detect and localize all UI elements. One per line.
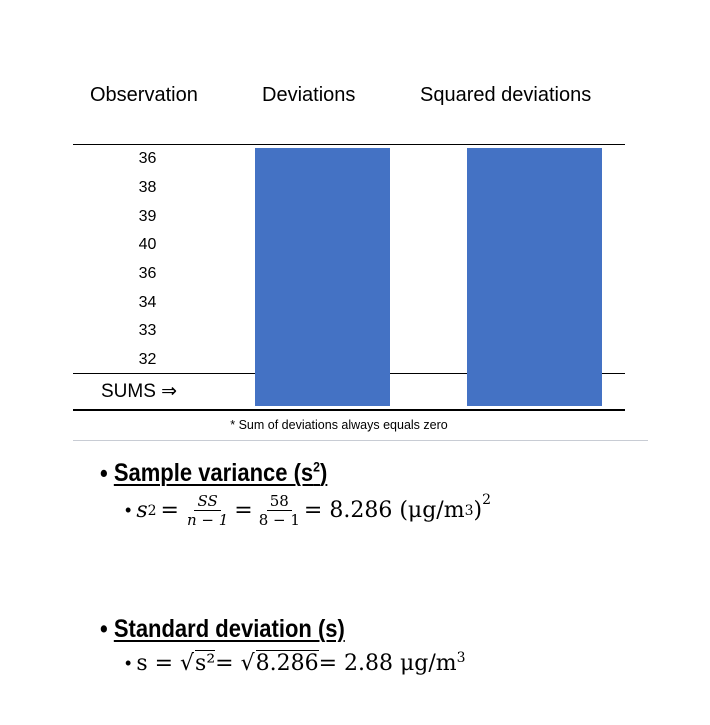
observation-value: 36 — [138, 150, 157, 167]
formula-sup: 2 — [147, 502, 157, 519]
radicand: 8.286 — [255, 650, 319, 676]
heading-text: Standard deviation (s) — [113, 615, 345, 643]
standard-deviation-heading: • Standard deviation (s) — [100, 615, 345, 643]
fraction-values: 58 8 − 1 — [259, 492, 300, 529]
observation-value: 39 — [138, 208, 157, 225]
observation-value: 33 — [138, 322, 157, 339]
squared-deviations-cover-box — [467, 148, 602, 406]
deviations-cover-box — [255, 148, 390, 406]
heading-text: Sample variance (s — [113, 459, 314, 488]
heading-end: ) — [320, 459, 328, 488]
table-top-rule — [73, 144, 625, 145]
observation-value: 32 — [138, 351, 157, 368]
result-sup: 3 — [456, 650, 466, 666]
sample-variance-heading: • Sample variance (s2) — [100, 459, 328, 488]
formula-lhs: s = √ — [136, 650, 195, 676]
fraction-ss: SS n − 1 — [187, 492, 228, 529]
result-end: ) — [473, 498, 483, 523]
observation-value: 38 — [138, 179, 157, 196]
result-sup: 3 — [464, 502, 474, 519]
divider — [73, 440, 648, 441]
stdev-formula: • s = √ s² = √ 8.286 = 2.88 μg/m 3 — [125, 650, 466, 676]
header-squared-deviations: Squared deviations — [420, 84, 592, 106]
outer-sup: 2 — [482, 492, 491, 508]
radicand: s² — [195, 650, 216, 676]
formula-result: = 2.88 μg/m — [318, 650, 457, 676]
heading-sup: 2 — [313, 459, 321, 475]
footnote: * Sum of deviations always equals zero — [230, 418, 448, 432]
formula-result: = 8.286 (μg/m — [303, 498, 465, 523]
observation-value: 36 — [138, 265, 157, 282]
numerator: 58 — [266, 492, 292, 511]
observation-value: 34 — [138, 294, 157, 311]
denominator: 8 − 1 — [258, 511, 300, 529]
table-bottom-rule — [73, 409, 625, 411]
sums-label: SUMS ⇒ — [101, 381, 178, 402]
formula-lhs: s — [136, 498, 148, 523]
header-deviations: Deviations — [262, 84, 356, 106]
denominator: n − 1 — [186, 511, 229, 529]
header-observation: Observation — [90, 84, 198, 106]
numerator: SS — [197, 492, 218, 510]
observation-value: 40 — [138, 236, 157, 253]
formula-mid: = √ — [215, 650, 255, 676]
